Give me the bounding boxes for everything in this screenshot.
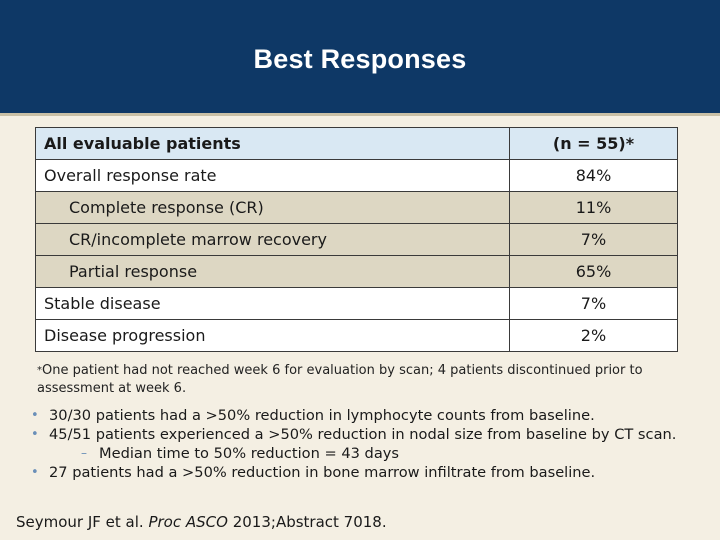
citation: Seymour JF et al. Proc ASCO 2013;Abstrac…	[16, 513, 387, 531]
bullet-icon: •	[31, 465, 39, 480]
sub-bullet-text: Median time to 50% reduction = 43 days	[99, 445, 400, 462]
row-label-overall: Overall response rate	[35, 159, 510, 192]
row-label-pr: Partial response	[35, 255, 510, 288]
row-value-cr: 11%	[509, 191, 678, 224]
row-value-stable: 7%	[509, 287, 678, 320]
citation-suffix: 2013;Abstract 7018.	[232, 513, 387, 531]
responses-table: All evaluable patients (n = 55)* Overall…	[35, 127, 678, 352]
bullet-icon: •	[31, 427, 39, 442]
row-label-stable: Stable disease	[35, 287, 510, 320]
page-title: Best Responses	[253, 44, 467, 74]
table-header-value: (n = 55)*	[509, 127, 678, 160]
footnote-text: One patient had not reached week 6 for e…	[37, 363, 643, 396]
table-row: Complete response (CR) 11%	[35, 191, 678, 224]
row-value-pr: 65%	[509, 255, 678, 288]
row-label-progression: Disease progression	[35, 319, 510, 352]
list-item: • 27 patients had a >50% reduction in bo…	[27, 463, 687, 482]
row-value-cri: 7%	[509, 223, 678, 256]
table-row: Disease progression 2%	[35, 319, 678, 352]
table-header-row: All evaluable patients (n = 55)*	[35, 127, 678, 160]
row-label-cri: CR/incomplete marrow recovery	[35, 223, 510, 256]
table-row: Overall response rate 84%	[35, 159, 678, 192]
sub-list: – Median time to 50% reduction = 43 days	[49, 444, 687, 463]
row-value-overall: 84%	[509, 159, 678, 192]
sub-list-item: – Median time to 50% reduction = 43 days	[77, 444, 687, 463]
list-item: • 30/30 patients had a >50% reduction in…	[27, 406, 687, 425]
header-divider	[0, 113, 720, 116]
table-row: Partial response 65%	[35, 255, 678, 288]
dash-icon: –	[81, 446, 87, 460]
table-header-label: All evaluable patients	[35, 127, 510, 160]
row-value-progression: 2%	[509, 319, 678, 352]
table-footnote: *One patient had not reached week 6 for …	[37, 362, 657, 398]
title-banner: Best Responses	[0, 0, 720, 113]
row-label-cr: Complete response (CR)	[35, 191, 510, 224]
bullet-text: 30/30 patients had a >50% reduction in l…	[49, 407, 595, 424]
table-row: CR/incomplete marrow recovery 7%	[35, 223, 678, 256]
bullet-icon: •	[31, 408, 39, 423]
bullet-text: 45/51 patients experienced a >50% reduct…	[49, 426, 677, 443]
citation-prefix: Seymour JF et al.	[16, 513, 144, 531]
findings-list: • 30/30 patients had a >50% reduction in…	[27, 406, 687, 482]
table-row: Stable disease 7%	[35, 287, 678, 320]
footnote-marker: *	[37, 365, 42, 376]
bullet-text: 27 patients had a >50% reduction in bone…	[49, 464, 596, 481]
citation-journal: Proc ASCO	[148, 513, 228, 531]
list-item: • 45/51 patients experienced a >50% redu…	[27, 425, 687, 463]
